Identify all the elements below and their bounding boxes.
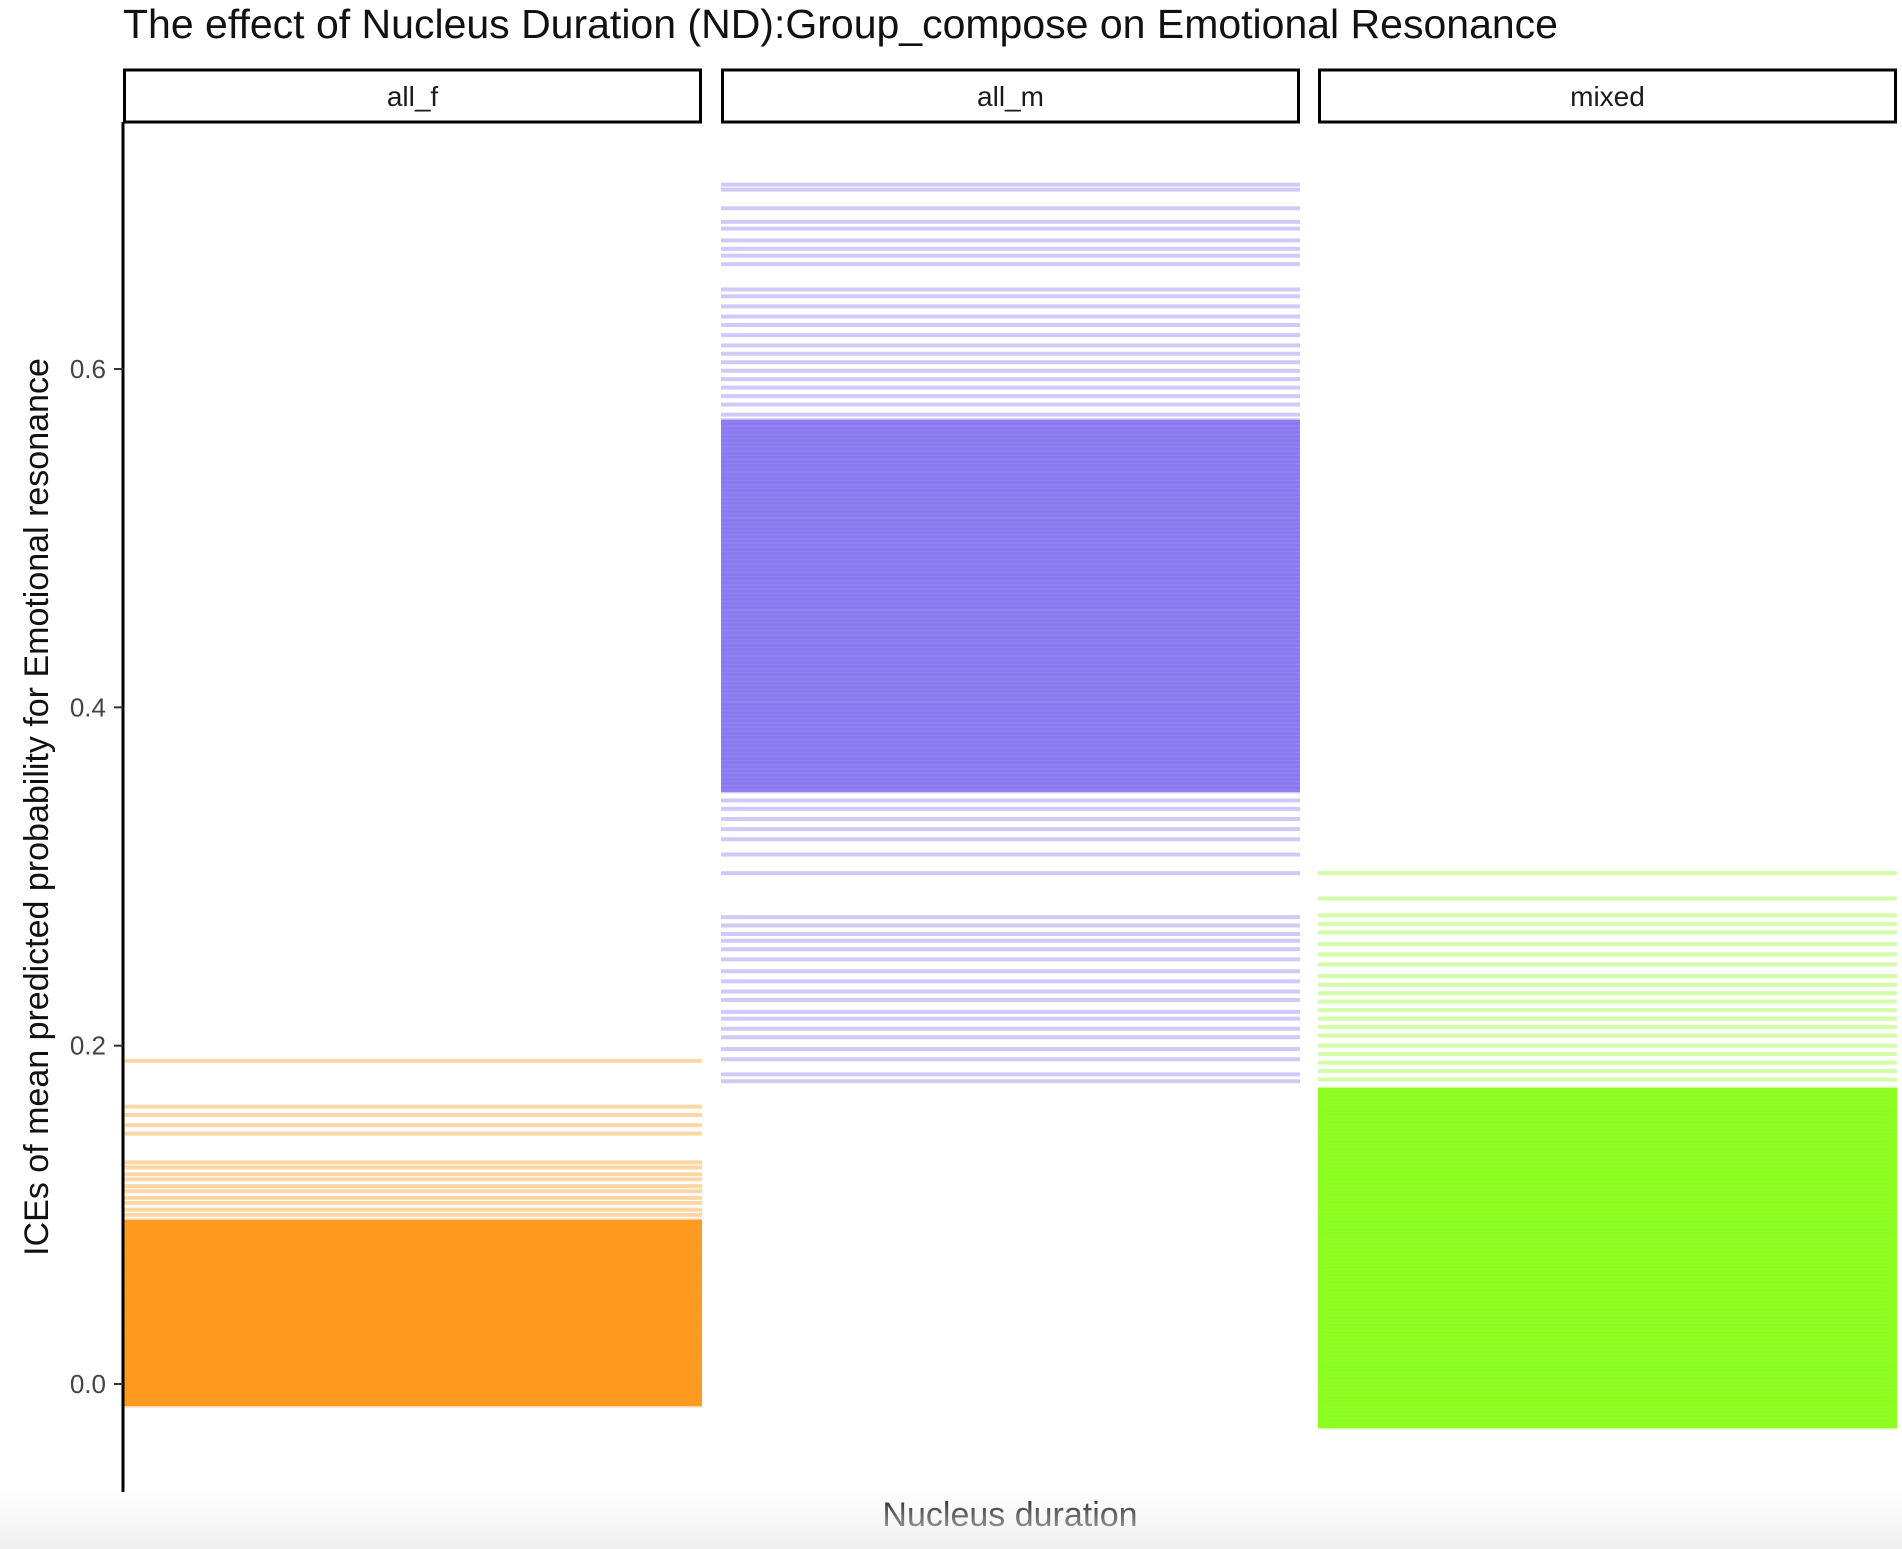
ice-line-band <box>721 419 1300 792</box>
chart-title: The effect of Nucleus Duration (ND):Grou… <box>123 1 1558 47</box>
y-tick-label: 0.6 <box>70 354 106 384</box>
panel-all-m: all_m <box>721 68 1300 1084</box>
ice-line-band <box>1318 1087 1897 1428</box>
y-tick-label: 0.2 <box>70 1031 106 1061</box>
facet-label: all_m <box>977 81 1044 112</box>
panel-all-f: all_f <box>123 68 702 1408</box>
ice-line-band <box>123 1219 702 1406</box>
panel-mixed: mixed <box>1318 68 1897 1430</box>
facet-strip <box>721 68 1300 124</box>
y-tick-label: 0.0 <box>70 1369 106 1399</box>
y-axis-title: ICEs of mean predicted probability for E… <box>18 358 56 1256</box>
y-tick-label: 0.4 <box>70 692 106 722</box>
facet-label: mixed <box>1570 81 1645 112</box>
facet-label: all_f <box>387 81 439 112</box>
y-axis-ticks: 0.0 0.2 0.4 0.6 <box>70 354 123 1399</box>
x-axis-title: Nucleus duration <box>882 1496 1137 1534</box>
panels: all_f all_m mixed <box>123 68 1897 1430</box>
facet-strip <box>123 68 702 124</box>
facet-strip <box>1318 68 1897 124</box>
